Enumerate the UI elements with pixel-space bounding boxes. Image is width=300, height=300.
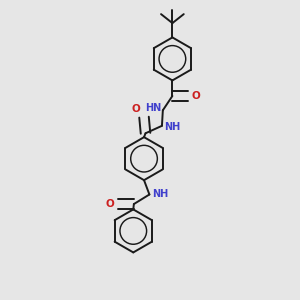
Text: O: O (192, 91, 201, 101)
Text: NH: NH (152, 190, 169, 200)
Text: O: O (132, 104, 140, 114)
Text: O: O (106, 199, 115, 209)
Text: NH: NH (164, 122, 180, 132)
Text: HN: HN (145, 103, 161, 113)
